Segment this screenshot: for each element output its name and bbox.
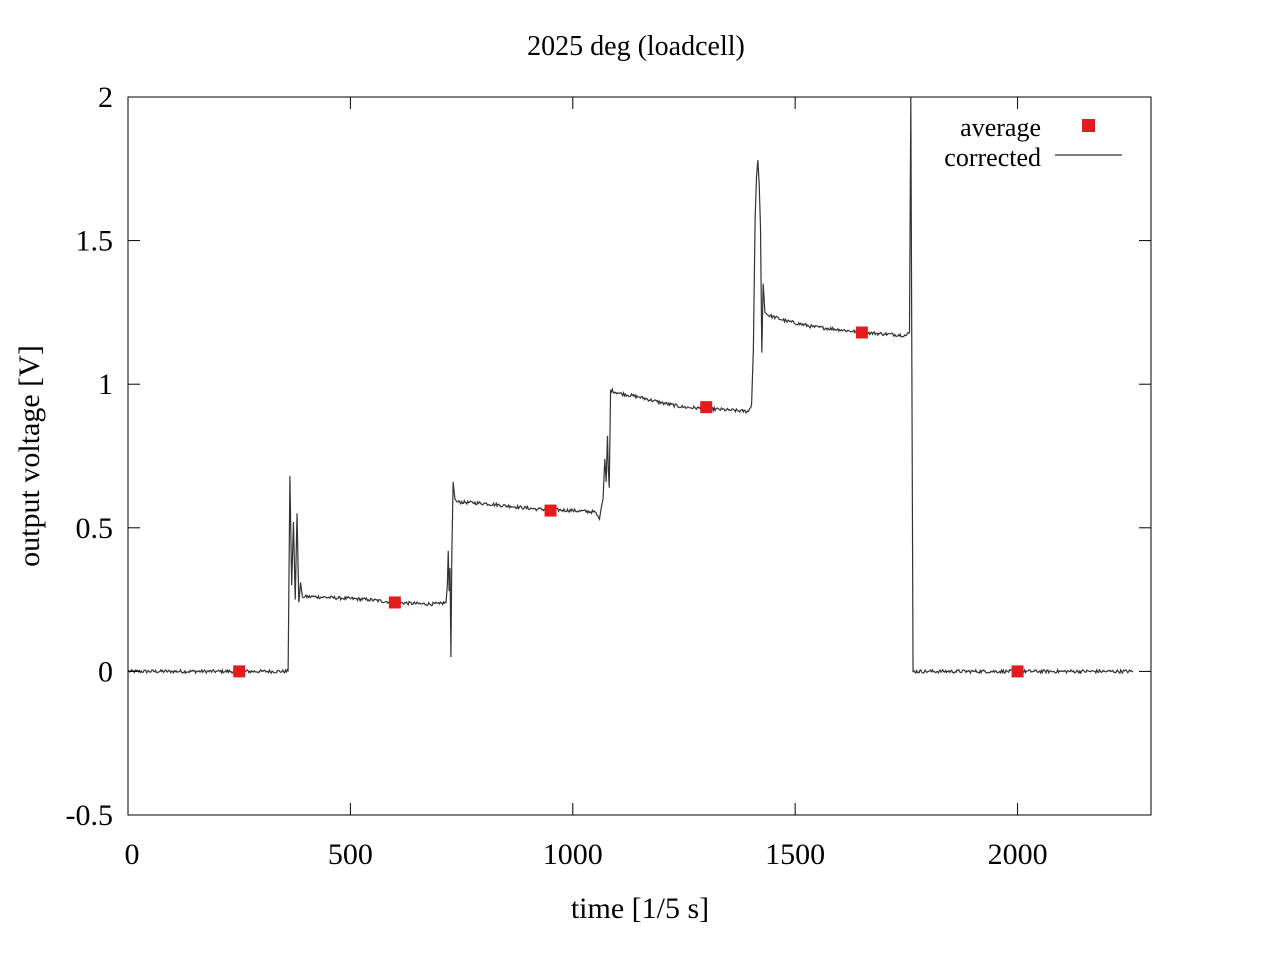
chart-title: 2025 deg (loadcell) [527, 31, 745, 62]
y-tick-label: 1.5 [76, 225, 114, 258]
x-tick-label: 2000 [988, 838, 1048, 871]
x-axis-label: time [1/5 s] [571, 892, 709, 925]
x-axis: 0 500 1000 1500 2000 [125, 97, 1048, 871]
y-tick-label: 0.5 [76, 512, 114, 545]
x-tick-label: 1000 [543, 838, 603, 871]
y-axis: -0.5 0 0.5 1 1.5 2 [66, 81, 1151, 832]
legend-marker-average [1082, 119, 1095, 132]
y-tick-label: 1 [98, 368, 113, 401]
legend: average corrected [944, 113, 1122, 172]
average-point [544, 504, 557, 517]
legend-label-corrected: corrected [944, 143, 1041, 172]
corrected-trace-layer [127, 96, 1134, 675]
x-tick-label: 500 [328, 838, 373, 871]
average-point [855, 326, 868, 339]
average-point [700, 401, 713, 414]
x-tick-label: 1500 [765, 838, 825, 871]
y-tick-label: -0.5 [66, 799, 114, 832]
average-points-layer [233, 326, 1024, 678]
plot-frame [127, 96, 1152, 816]
average-point [233, 665, 246, 678]
y-axis-label: output voltage [V] [13, 345, 46, 567]
y-tick-label: 2 [98, 81, 113, 114]
y-tick-label: 0 [98, 655, 113, 688]
average-point [388, 596, 401, 609]
x-tick-label: 0 [125, 838, 140, 871]
average-point [1011, 665, 1024, 678]
legend-label-average: average [960, 113, 1041, 142]
corrected-line [127, 96, 1134, 675]
